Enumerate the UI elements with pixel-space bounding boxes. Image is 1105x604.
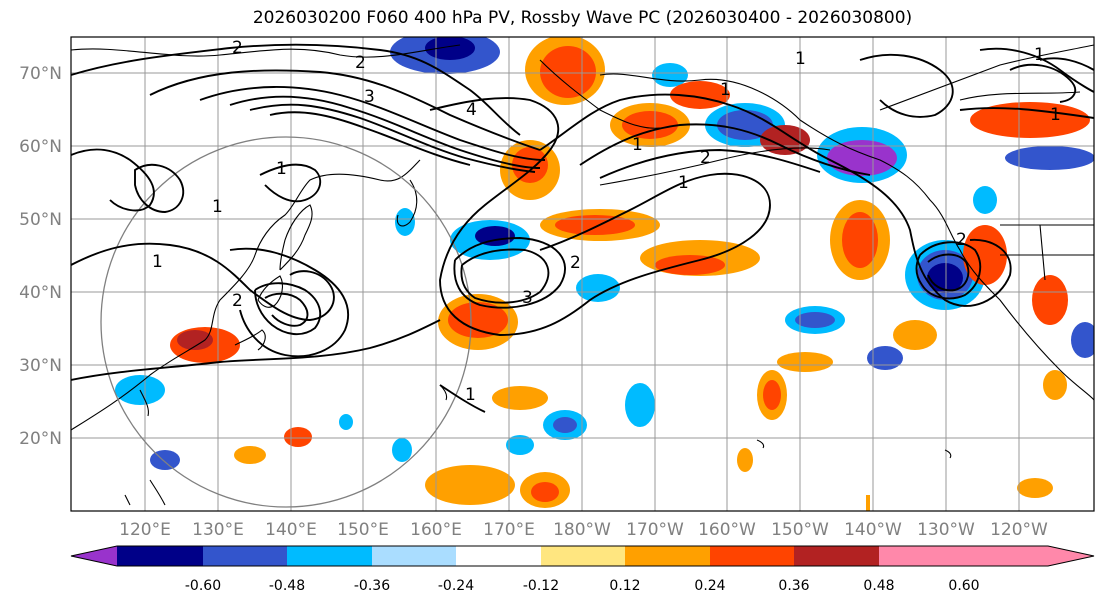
contour-label: 2 <box>355 53 366 73</box>
lon-label: 130°W <box>917 520 975 540</box>
anomaly-positive <box>531 482 559 502</box>
anomaly-positive <box>540 46 596 98</box>
lon-label: 140°W <box>844 520 902 540</box>
colorbar-tick-label: -0.60 <box>185 578 221 594</box>
lat-label: 70°N <box>19 64 62 84</box>
colorbar-tick-label: -0.48 <box>269 578 305 594</box>
anomaly-negative <box>867 346 903 370</box>
anomaly-positive <box>284 427 312 447</box>
anomaly-positive <box>1032 275 1068 325</box>
lon-axis: 120°E 130°E 140°E 150°E 160°E 170°E 180°… <box>119 520 1048 540</box>
anomaly-positive <box>763 380 781 410</box>
colorbar-segment <box>541 546 625 566</box>
anomaly-positive <box>177 330 213 350</box>
contour-label: 3 <box>522 288 533 308</box>
lon-label: 150°E <box>337 520 389 540</box>
colorbar-segment <box>794 546 879 566</box>
contour-label: 3 <box>364 87 375 107</box>
anomaly-negative <box>652 63 688 87</box>
colorbar: -0.60 -0.48 -0.36 -0.24 -0.12 0.12 0.24 … <box>71 546 1094 594</box>
anomaly-negative <box>392 438 412 462</box>
contour-label: 1 <box>720 80 731 100</box>
contour-label: 2 <box>570 253 581 273</box>
lon-label: 150°W <box>771 520 829 540</box>
lat-label: 30°N <box>19 356 62 376</box>
map-figure: 2 2 3 4 1 1 1 2 2 3 1 1 1 2 1 1 1 1 2 70… <box>0 0 1105 604</box>
anomaly-positive <box>655 255 725 275</box>
colorbar-segment <box>456 546 541 566</box>
lon-label: 170°W <box>626 520 684 540</box>
anomaly-positive <box>234 446 266 464</box>
anomaly-positive <box>1017 478 1053 498</box>
anomaly-positive <box>777 352 833 372</box>
colorbar-ticks: -0.60 -0.48 -0.36 -0.24 -0.12 0.12 0.24 … <box>185 578 980 594</box>
lon-label: 120°W <box>990 520 1048 540</box>
colorbar-segment <box>203 546 287 566</box>
lat-label: 60°N <box>19 137 62 157</box>
anomaly-negative <box>1071 322 1099 358</box>
anomaly-negative <box>625 383 655 427</box>
anomaly-negative <box>553 417 577 433</box>
contour-label: 1 <box>1034 45 1045 65</box>
colorbar-segment <box>372 546 456 566</box>
lon-label: 170°E <box>483 520 535 540</box>
contour-label: 4 <box>466 100 477 120</box>
contour-label: 2 <box>700 148 711 168</box>
lat-label: 50°N <box>19 210 62 230</box>
colorbar-extend-high <box>964 546 1094 566</box>
anomaly-positive <box>1043 370 1067 400</box>
colorbar-tick-label: -0.36 <box>354 578 390 594</box>
colorbar-segment <box>710 546 794 566</box>
anomaly-negative <box>827 140 897 176</box>
anomaly-negative <box>339 414 353 430</box>
colorbar-segment <box>287 546 372 566</box>
lat-axis: 70°N 60°N 50°N 40°N 30°N 20°N <box>19 64 62 449</box>
lon-label: 160°E <box>410 520 462 540</box>
lon-label: 140°E <box>265 520 317 540</box>
colorbar-tick-label: -0.12 <box>523 578 559 594</box>
colorbar-tick-label: 0.24 <box>694 578 725 594</box>
contour-label: 1 <box>678 173 689 193</box>
anomaly-positive <box>737 448 753 472</box>
anomaly-positive <box>893 320 937 350</box>
contour-label: 1 <box>212 197 223 217</box>
contour-label: 2 <box>232 291 243 311</box>
colorbar-tick-label: 0.48 <box>863 578 894 594</box>
colorbar-tick-label: 0.12 <box>609 578 640 594</box>
anomaly-negative <box>425 36 475 60</box>
colorbar-segment <box>879 546 964 566</box>
anomaly-negative <box>973 186 997 214</box>
anomaly-negative <box>795 312 835 328</box>
anomaly-positive <box>425 465 515 505</box>
contour-label: 1 <box>465 385 476 405</box>
lon-label: 130°E <box>192 520 244 540</box>
contour-label: 1 <box>795 49 806 69</box>
anomaly-positive <box>622 111 678 139</box>
contour-label: 1 <box>152 252 163 272</box>
contour-label: 1 <box>1050 105 1061 125</box>
anomaly-positive <box>492 386 548 410</box>
lat-label: 40°N <box>19 283 62 303</box>
colorbar-tick-label: 0.36 <box>778 578 809 594</box>
lat-label: 20°N <box>19 429 62 449</box>
contour-label: 2 <box>232 38 243 58</box>
contour-label: 1 <box>632 135 643 155</box>
lon-label: 180°W <box>553 520 611 540</box>
colorbar-segment <box>117 546 203 566</box>
lon-label: 160°W <box>698 520 756 540</box>
anomaly-positive <box>555 215 635 235</box>
contour-label: 1 <box>276 159 287 179</box>
colorbar-tick-label: -0.24 <box>438 578 474 594</box>
contour-label: 2 <box>956 230 967 250</box>
lon-label: 120°E <box>119 520 171 540</box>
colorbar-tick-label: 0.60 <box>948 578 979 594</box>
colorbar-extend-low <box>71 546 117 566</box>
colorbar-segment <box>625 546 710 566</box>
